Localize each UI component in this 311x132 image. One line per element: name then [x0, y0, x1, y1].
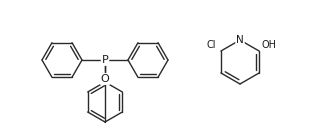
Text: OH: OH — [261, 41, 276, 51]
Text: Cl: Cl — [207, 41, 216, 51]
Text: P: P — [102, 55, 108, 65]
Text: N: N — [236, 35, 244, 45]
Text: O: O — [101, 74, 109, 84]
